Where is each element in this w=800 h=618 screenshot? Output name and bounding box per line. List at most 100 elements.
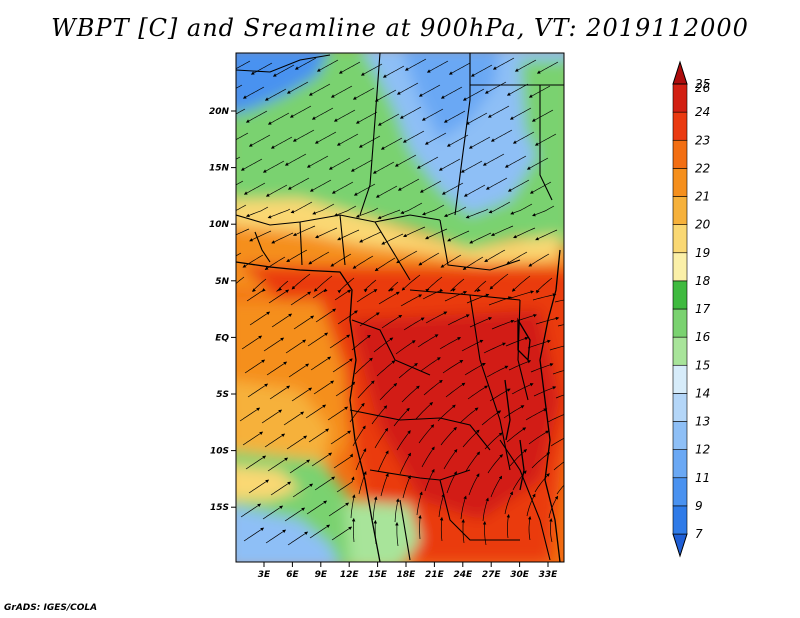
streamline xyxy=(374,427,389,449)
streamline xyxy=(425,276,443,293)
streamline xyxy=(288,363,310,378)
streamline xyxy=(403,317,425,331)
streamline xyxy=(445,382,466,398)
streamline xyxy=(404,58,427,71)
chart-title: WBPT [C] and Sreamline at 900hPa, VT: 20… xyxy=(51,14,749,42)
border-angola-n xyxy=(349,409,491,451)
streamline xyxy=(355,111,378,124)
streamline xyxy=(507,179,530,192)
streamline xyxy=(271,313,293,328)
streamline xyxy=(311,107,334,120)
streamline xyxy=(440,426,457,446)
streamline xyxy=(554,299,564,303)
streamline xyxy=(484,249,506,263)
streamline xyxy=(482,521,487,546)
streamline xyxy=(374,89,397,102)
colorbar-label: 11 xyxy=(695,471,710,485)
streamline xyxy=(490,475,503,498)
streamline xyxy=(363,279,377,293)
streamline xyxy=(247,383,269,398)
border-nw xyxy=(236,54,331,73)
streamline xyxy=(418,84,441,97)
streamline xyxy=(512,131,535,144)
streamline xyxy=(526,157,549,170)
colorbar-label: 24 xyxy=(695,105,710,119)
streamline xyxy=(552,370,564,375)
streamline xyxy=(486,365,509,378)
streamline xyxy=(482,153,505,166)
streamline xyxy=(329,334,351,349)
streamline xyxy=(402,130,425,143)
lon-tick-label: 27E xyxy=(482,570,502,580)
streamline xyxy=(424,132,447,145)
colorbar-segment xyxy=(672,196,688,225)
streamline xyxy=(465,208,489,219)
streamline xyxy=(236,108,246,115)
lon-tick-label: 18E xyxy=(397,570,417,580)
streamline xyxy=(290,201,313,214)
lon-tick-label: 33E xyxy=(539,570,559,580)
streamline xyxy=(465,112,488,125)
colorbar-label: 16 xyxy=(695,330,711,344)
streamline xyxy=(250,62,273,75)
colorbar-max-triangle xyxy=(672,60,688,85)
streamline xyxy=(513,227,536,239)
lon-tick-label: 21E xyxy=(425,570,445,580)
streamline xyxy=(263,337,285,352)
streamline xyxy=(267,457,289,472)
streamline xyxy=(528,253,550,267)
streamline xyxy=(460,160,483,173)
streamline xyxy=(531,452,551,469)
country-borders xyxy=(236,53,564,561)
streamline xyxy=(484,81,507,94)
streamline xyxy=(286,249,308,263)
streamline xyxy=(534,473,550,493)
streamline xyxy=(422,204,445,216)
streamline xyxy=(462,88,485,101)
streamline xyxy=(423,379,443,396)
lon-tick-label: 9E xyxy=(315,570,328,580)
streamline xyxy=(352,255,374,269)
streamline xyxy=(242,86,265,99)
colorbar-label: 18 xyxy=(695,274,711,288)
streamline xyxy=(261,409,283,424)
streamline xyxy=(330,253,352,267)
border-angola-s xyxy=(369,469,471,481)
coast-east xyxy=(539,249,561,562)
streamline xyxy=(264,88,287,101)
streamline xyxy=(447,230,470,242)
lat-tick-label: 20N xyxy=(209,107,230,117)
colorbar-label: 15 xyxy=(695,358,710,372)
colorbar-label: 17 xyxy=(695,302,711,316)
streamline xyxy=(236,156,241,160)
streamline xyxy=(337,229,360,241)
border-nigeria-w xyxy=(339,214,346,266)
streamline xyxy=(530,363,554,373)
streamline xyxy=(249,311,271,326)
streamline xyxy=(396,250,418,264)
streamline xyxy=(338,61,361,74)
streamline xyxy=(531,109,554,122)
streamline xyxy=(381,314,403,329)
streamline xyxy=(243,527,265,542)
streamline xyxy=(240,158,263,171)
streamline xyxy=(380,473,389,497)
colorbar-min-triangle xyxy=(672,533,688,558)
lon-tick-label: 24E xyxy=(453,570,473,580)
streamline xyxy=(289,459,311,474)
streamline xyxy=(484,432,503,450)
colorbar-segment xyxy=(672,477,688,507)
field-yellow-band xyxy=(236,198,560,272)
streamline xyxy=(377,450,389,473)
streamline xyxy=(426,60,449,73)
streamline xyxy=(314,476,336,491)
streamline xyxy=(315,227,338,239)
streamline xyxy=(505,336,529,347)
streamline xyxy=(438,158,461,171)
streamline xyxy=(377,113,400,126)
streamline xyxy=(506,83,529,96)
border-uganda-tanzania xyxy=(517,299,529,401)
streamline xyxy=(418,514,422,540)
streamline xyxy=(292,225,316,236)
